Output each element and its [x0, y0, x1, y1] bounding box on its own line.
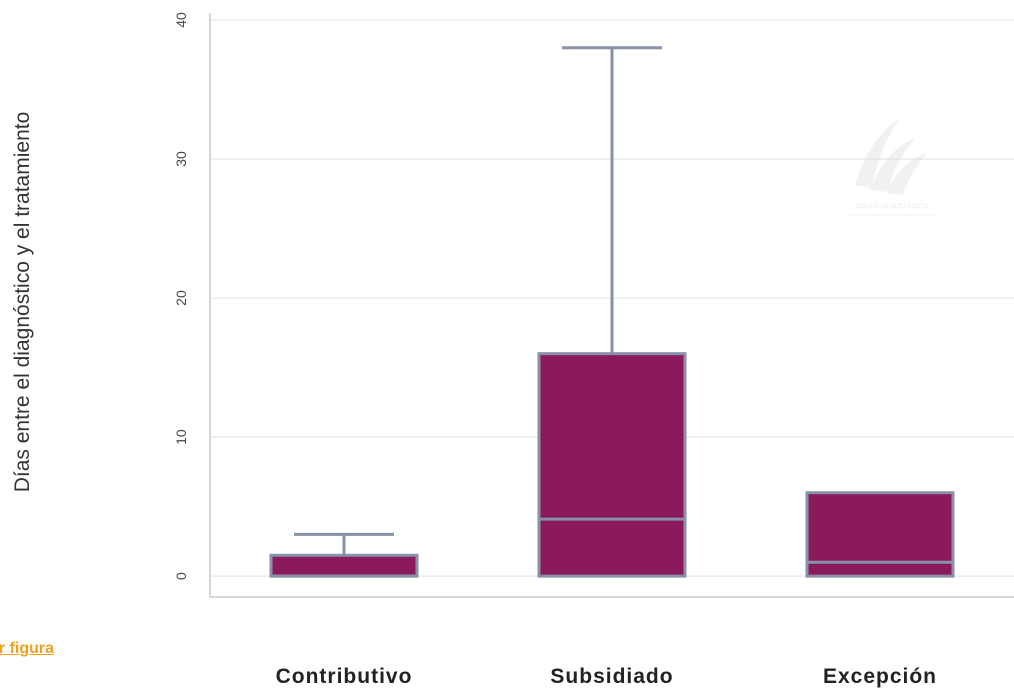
box-iqr: [269, 553, 419, 578]
y-tick-label: 10: [173, 429, 189, 445]
x-category-labels: Contributivo Subsidiado Excepción: [276, 665, 937, 688]
x-category-label: Contributivo: [276, 665, 413, 688]
box-subsidiado: [537, 46, 687, 578]
watermark-stroke: [870, 138, 915, 192]
x-category-label: Excepción: [823, 665, 937, 688]
y-tick-label: 20: [173, 290, 189, 306]
y-tick-label: 40: [173, 12, 189, 28]
watermark-stroke: [886, 152, 928, 195]
x-category-label: Subsidiado: [550, 665, 673, 688]
y-axis-title: Días entre el diagnóstico y el tratamien…: [11, 112, 34, 493]
y-tick-label: 0: [173, 572, 189, 580]
watermark-logo: CUENTA DE ALTO COSTO Fondo colombiano de…: [848, 118, 938, 217]
boxes: [269, 46, 955, 578]
y-tick-labels: 0 10 20 30 40: [173, 12, 189, 580]
box-contributivo: [269, 532, 419, 578]
watermark-text-1: CUENTA DE ALTO COSTO: [855, 204, 929, 210]
watermark-text-2: Fondo colombiano de enfermedades de alto…: [848, 212, 938, 217]
axes: [209, 13, 1014, 598]
box-iqr: [537, 352, 687, 578]
watermark-stroke: [855, 118, 900, 188]
y-tick-label: 30: [173, 151, 189, 167]
box-excepción: [805, 491, 955, 578]
download-figure-link[interactable]: ar figura: [0, 640, 55, 657]
